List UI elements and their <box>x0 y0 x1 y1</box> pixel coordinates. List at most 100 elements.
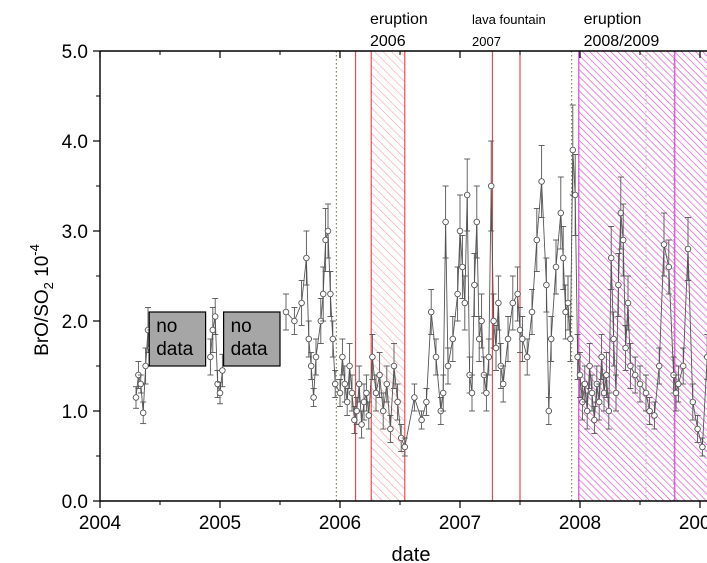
data-point <box>636 380 644 388</box>
data-point <box>432 353 440 361</box>
data-point <box>660 241 668 248</box>
data-point <box>132 394 140 401</box>
data-point <box>454 290 461 298</box>
data-point <box>610 335 617 343</box>
data-point <box>684 245 692 253</box>
data-point <box>571 191 579 199</box>
y-axis-label-main: BrO/SO <box>32 289 53 356</box>
data-point <box>569 146 577 154</box>
data-point <box>595 398 603 406</box>
data-point <box>207 353 214 361</box>
data-point <box>627 362 634 370</box>
y-axis-label: BrO/SO2 10-4 <box>27 244 56 356</box>
data-point <box>459 263 466 271</box>
data-point <box>376 371 383 379</box>
data-point <box>533 236 541 244</box>
data-point <box>564 299 572 307</box>
data-point <box>411 394 418 401</box>
data-point <box>509 299 517 307</box>
data-point <box>390 362 398 370</box>
data-point <box>387 425 394 433</box>
data-point <box>329 335 337 343</box>
x-tick-label: 2005 <box>199 513 241 534</box>
data-point <box>586 362 593 370</box>
data-point <box>495 299 502 307</box>
y-tick-label: 5.0 <box>62 42 88 63</box>
data-point <box>365 412 373 419</box>
x-tick-label: 2006 <box>319 513 361 534</box>
data-point <box>339 353 346 361</box>
data-point <box>603 371 610 379</box>
data-point <box>423 398 430 406</box>
axes-layer: 0.0 1.0 2.0 3.0 4.0 5.0 2004 2005 2006 2007 2008 20… <box>62 11 707 534</box>
event-annotation: eruption 2008/2009 <box>584 11 660 50</box>
x-tick-label: 2009 <box>679 513 707 534</box>
data-point <box>605 407 613 415</box>
hatched-period <box>371 51 405 501</box>
data-point <box>598 353 605 361</box>
data-point <box>348 389 356 397</box>
no-data-label-line1: no <box>231 316 252 337</box>
event-annotation-line1: eruption <box>370 11 428 28</box>
no-data-label-line2: data <box>156 339 193 360</box>
data-point <box>442 218 449 226</box>
data-point <box>463 191 471 199</box>
data-point <box>557 209 565 217</box>
event-annotation-line2: 2008/2009 <box>584 33 660 50</box>
y-tick-label: 3.0 <box>62 222 88 243</box>
x-axis-label: date <box>392 544 431 563</box>
data-point <box>449 335 457 343</box>
data-point <box>324 227 332 235</box>
data-point <box>655 362 663 370</box>
data-point <box>547 335 555 343</box>
data-point <box>612 389 620 397</box>
data-point <box>523 353 531 361</box>
y-tick-label: 4.0 <box>62 132 88 153</box>
data-point <box>679 362 687 370</box>
data-point <box>624 299 632 307</box>
no-data-background <box>148 311 207 367</box>
data-point <box>588 389 596 397</box>
data-point <box>341 380 349 388</box>
data-point <box>619 236 627 244</box>
x-tick-label: 2007 <box>439 513 481 534</box>
data-point <box>703 353 707 361</box>
y-tick-label: 2.0 <box>62 312 88 333</box>
data-point <box>492 344 500 352</box>
data-point <box>358 421 365 428</box>
data-point <box>383 380 391 388</box>
data-point <box>576 371 584 379</box>
data-point <box>401 443 409 451</box>
data-point <box>487 182 495 190</box>
data-point <box>439 389 447 397</box>
data-point <box>499 380 507 388</box>
no-data-label-line2: data <box>231 339 268 360</box>
data-point <box>642 389 650 397</box>
data-point <box>343 398 351 406</box>
y-axis-label-sup: -4 <box>27 244 42 256</box>
data-layer <box>132 104 707 457</box>
data-point <box>139 409 147 417</box>
data-point <box>471 281 478 289</box>
svg-text:BrO/SO2 10-4: BrO/SO2 10-4 <box>27 244 56 356</box>
data-point <box>694 425 701 433</box>
data-point <box>219 367 226 374</box>
no-data-background <box>223 311 281 367</box>
data-point <box>490 317 497 325</box>
data-point <box>559 254 567 262</box>
data-point <box>538 178 545 185</box>
data-point <box>291 317 298 325</box>
data-point <box>552 263 560 271</box>
data-point <box>363 389 370 397</box>
data-point <box>478 317 485 325</box>
data-point <box>699 443 706 451</box>
y-tick-label: 0.0 <box>62 492 88 513</box>
data-point <box>615 281 622 289</box>
data-point <box>473 218 481 226</box>
data-point <box>528 308 536 316</box>
data-point <box>216 389 224 397</box>
